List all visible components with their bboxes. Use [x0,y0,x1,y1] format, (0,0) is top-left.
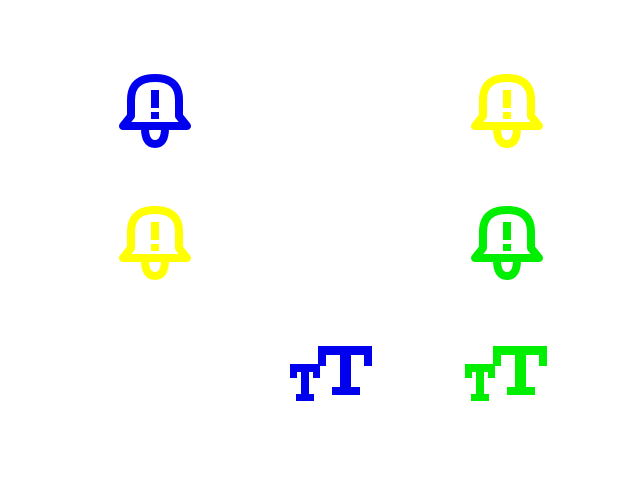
text-size-icon-graphic [465,346,547,401]
bell-alert-icon[interactable] [467,70,547,152]
text-size-icon[interactable] [288,344,374,406]
bell-alert-icon-graphic [471,206,543,281]
text-size-icon[interactable] [463,344,549,406]
bell-alert-icon-graphic [119,74,191,149]
bell-alert-icon[interactable] [467,202,547,284]
bell-alert-icon-graphic [119,206,191,281]
bell-alert-icon[interactable] [115,70,195,152]
bell-alert-icon[interactable] [115,202,195,284]
text-size-icon-graphic [290,346,372,401]
bell-alert-icon-graphic [471,74,543,149]
